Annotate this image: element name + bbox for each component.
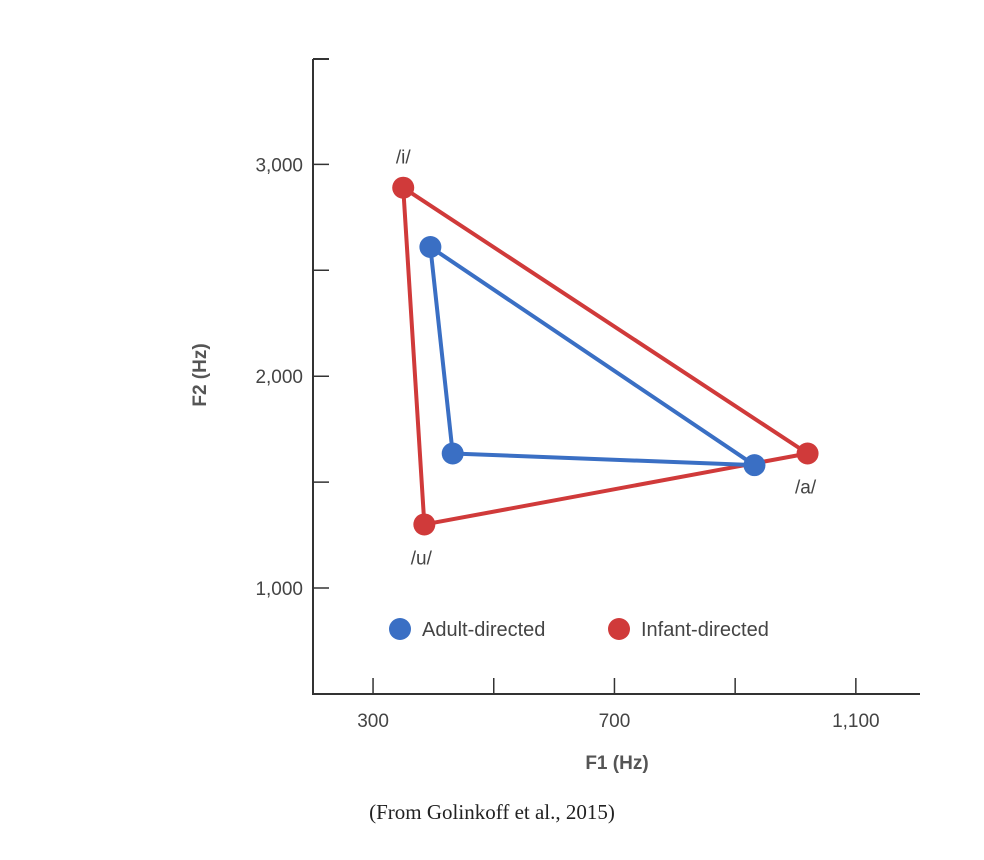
data-point xyxy=(419,236,442,259)
y-tick-label: 1,000 xyxy=(255,579,303,600)
data-point xyxy=(392,176,415,199)
data-point xyxy=(796,442,819,465)
x-tick-label: 700 xyxy=(599,711,631,732)
vowel-label: /u/ xyxy=(411,548,433,569)
legend-marker xyxy=(608,618,630,640)
data-point xyxy=(441,442,464,465)
data-point xyxy=(743,454,766,477)
y-tick-label: 3,000 xyxy=(255,155,303,176)
vowel-label: /i/ xyxy=(396,148,412,169)
x-axis-title: F1 (Hz) xyxy=(585,753,648,774)
series-triangle xyxy=(401,185,810,527)
vowel-label: /a/ xyxy=(795,478,817,499)
data-point xyxy=(413,513,436,536)
legend-label: Infant-directed xyxy=(641,619,769,641)
x-tick-label: 1,100 xyxy=(832,711,880,732)
y-tick-label: 2,000 xyxy=(255,367,303,388)
series-triangle xyxy=(428,245,757,468)
y-axis-title: F2 (Hz) xyxy=(190,343,211,406)
source-note: (From Golinkoff et al., 2015) xyxy=(369,800,615,824)
legend-label: Adult-directed xyxy=(422,619,545,641)
legend-marker xyxy=(389,618,411,640)
x-tick-label: 300 xyxy=(357,711,389,732)
